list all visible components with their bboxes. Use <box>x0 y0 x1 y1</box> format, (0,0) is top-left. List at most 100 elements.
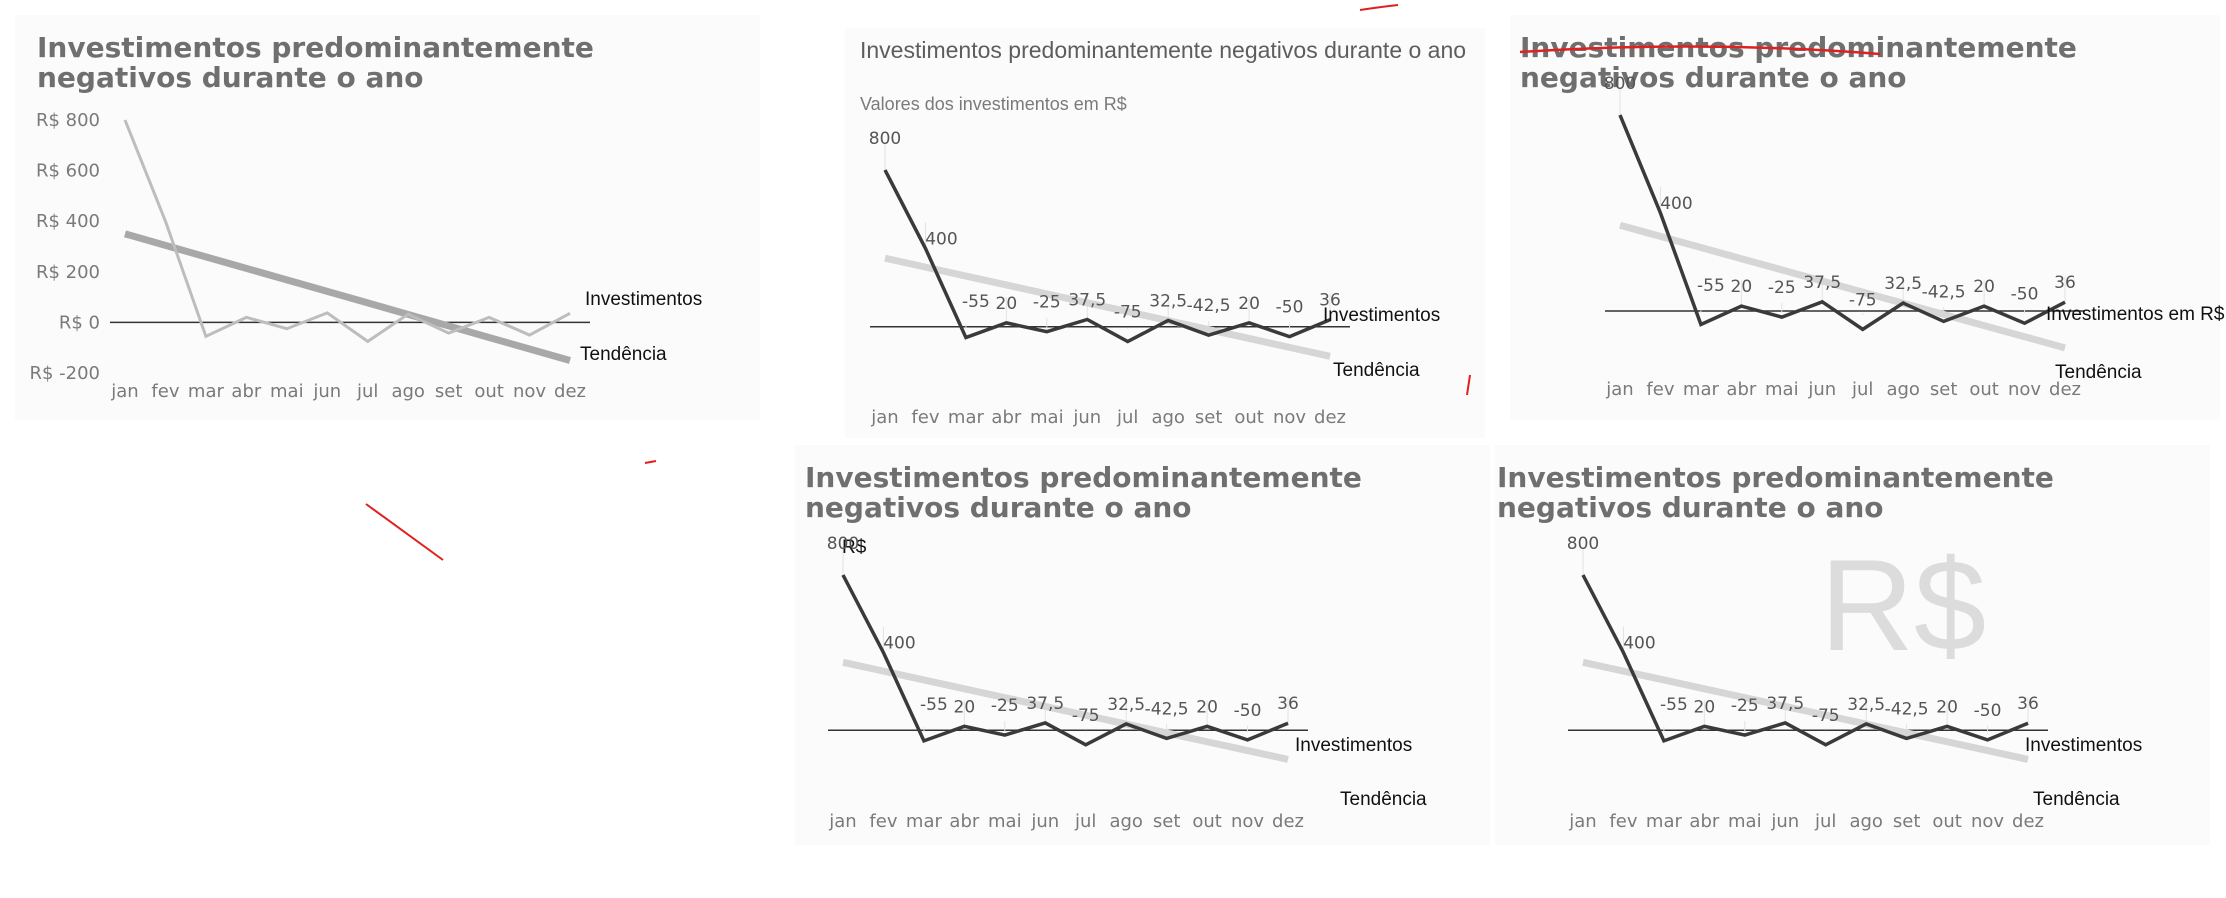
x-tick-label: mar <box>1646 811 1683 832</box>
y-tick-label: R$ 400 <box>36 211 100 232</box>
data-label: 32,5 <box>1884 274 1922 294</box>
x-tick-label: jul <box>1116 407 1138 428</box>
line-chart: 800 400 -55 20 -25 37,5 -75 32,5-42,5 20 -50 36 jan… <box>1567 534 2142 832</box>
data-label: 32,5 <box>1847 695 1885 715</box>
data-label: 20 <box>996 294 1018 314</box>
x-tick-label: jan <box>1605 379 1633 400</box>
chart-panel-5: Investimentos predominantemente negativo… <box>1495 445 2210 845</box>
line-chart: 800 400 -55 20 -25 37,5 -75 32,5-42,5 20 -50 36 jan… <box>1604 74 2225 400</box>
data-label: -75 <box>1812 706 1840 726</box>
data-label: -50 <box>1234 701 1262 721</box>
x-tick-label: abr <box>1726 379 1756 400</box>
y-tick-label: R$ 600 <box>36 161 100 182</box>
x-tick-label: jan <box>828 811 856 832</box>
y-tick-label: R$ 0 <box>59 312 100 333</box>
data-label: -50 <box>1974 701 2002 721</box>
x-tick-label: fev <box>1609 811 1637 832</box>
x-tick-label: out <box>1969 379 1998 400</box>
data-label: 20 <box>1694 697 1716 717</box>
data-label: 20 <box>1973 277 1995 297</box>
data-label: -50 <box>1276 298 1304 318</box>
x-tick-label: dez <box>554 381 586 402</box>
x-tick-label: dez <box>2049 379 2081 400</box>
x-tick-label: abr <box>231 381 261 402</box>
series-label-investimentos: Investimentos <box>1295 735 1412 756</box>
series-label-tendencia: Tendência <box>2055 362 2142 383</box>
x-tick-label: nov <box>1971 811 2004 832</box>
data-label: 37,5 <box>1026 694 1064 714</box>
x-tick-label: jul <box>1074 811 1096 832</box>
x-tick-label: dez <box>1314 407 1346 428</box>
series-line-tendencia <box>884 254 1331 360</box>
data-label: -55 <box>1697 276 1725 296</box>
series-line-investimentos <box>883 169 1331 344</box>
series-line-tendencia <box>1619 221 2066 352</box>
x-tick-label: jul <box>1851 379 1873 400</box>
data-label: -42,5 <box>1885 699 1929 719</box>
unit-label: R$ <box>842 537 867 558</box>
x-tick-label: mar <box>1683 379 1720 400</box>
x-tick-label: mai <box>1030 407 1064 428</box>
x-tick-label: ago <box>1849 811 1882 832</box>
series-line-investimentos <box>1581 574 2029 747</box>
series-line-investimentos <box>841 574 1289 747</box>
series-line-investimentos <box>1618 114 2066 332</box>
x-tick-label: jun <box>1770 811 1799 832</box>
x-tick-label: mai <box>1728 811 1762 832</box>
data-label: 400 <box>883 634 915 654</box>
data-label: 20 <box>1936 697 1958 717</box>
data-label: 36 <box>1319 291 1341 311</box>
x-tick-label: jun <box>312 381 341 402</box>
x-tick-label: fev <box>911 407 939 428</box>
data-label: -25 <box>991 696 1019 716</box>
data-label: -42,5 <box>1922 282 1966 302</box>
chart-title: Investimentos predominantemente negativo… <box>1520 31 2077 95</box>
x-tick-label: fev <box>151 381 179 402</box>
data-label: 37,5 <box>1068 290 1106 310</box>
data-label: 400 <box>1623 634 1655 654</box>
data-label: 20 <box>954 697 976 717</box>
x-tick-label: out <box>474 381 503 402</box>
annotation-stroke <box>644 460 657 464</box>
series-label-investimentos: Investimentos em R$ <box>2046 304 2225 325</box>
line-chart: 800 400 -55 20 -25 37,5 -75 32,5-42,5 20 -50 36 jan… <box>827 534 1427 832</box>
data-label: -25 <box>1731 696 1759 716</box>
chart-subtitle: Valores dos investimentos em R$ <box>860 94 1127 114</box>
x-tick-label: abr <box>1689 811 1719 832</box>
data-label: 400 <box>925 229 957 249</box>
data-label: -42,5 <box>1187 296 1231 316</box>
x-tick-label: jun <box>1030 811 1059 832</box>
data-label: 32,5 <box>1149 291 1187 311</box>
x-tick-label: nov <box>1273 407 1306 428</box>
x-tick-label: out <box>1192 811 1221 832</box>
currency-watermark: R$ <box>1820 532 1987 678</box>
x-tick-label: dez <box>1272 811 1304 832</box>
x-tick-label: set <box>1153 811 1181 832</box>
chart-title: Investimentos predominantemente negativo… <box>1497 461 2054 525</box>
annotation-stroke <box>1466 374 1471 396</box>
x-tick-label: jan <box>1568 811 1596 832</box>
x-tick-label: mai <box>988 811 1022 832</box>
data-label: -75 <box>1072 706 1100 726</box>
x-tick-label: ago <box>1109 811 1142 832</box>
data-label: 800 <box>827 534 859 554</box>
data-label: 20 <box>1731 277 1753 297</box>
annotation-strikethrough <box>1519 45 1881 56</box>
data-label: 800 <box>869 129 901 149</box>
x-tick-label: set <box>435 381 463 402</box>
annotation-stroke <box>1359 4 1399 11</box>
x-tick-label: mar <box>188 381 225 402</box>
data-label: -50 <box>2011 284 2039 304</box>
x-tick-label: mar <box>906 811 943 832</box>
chart-panel-4: Investimentos predominantemente negativo… <box>795 445 1490 845</box>
x-tick-label: set <box>1893 811 1921 832</box>
data-label: -25 <box>1768 278 1796 298</box>
data-label: 37,5 <box>1803 273 1841 293</box>
x-tick-label: jul <box>356 381 378 402</box>
y-tick-label: R$ 200 <box>36 262 100 283</box>
x-tick-label: fev <box>1646 379 1674 400</box>
x-tick-label: nov <box>1231 811 1264 832</box>
x-tick-label: jul <box>1814 811 1836 832</box>
x-tick-label: mai <box>1765 379 1799 400</box>
series-line-investimentos <box>123 119 571 344</box>
